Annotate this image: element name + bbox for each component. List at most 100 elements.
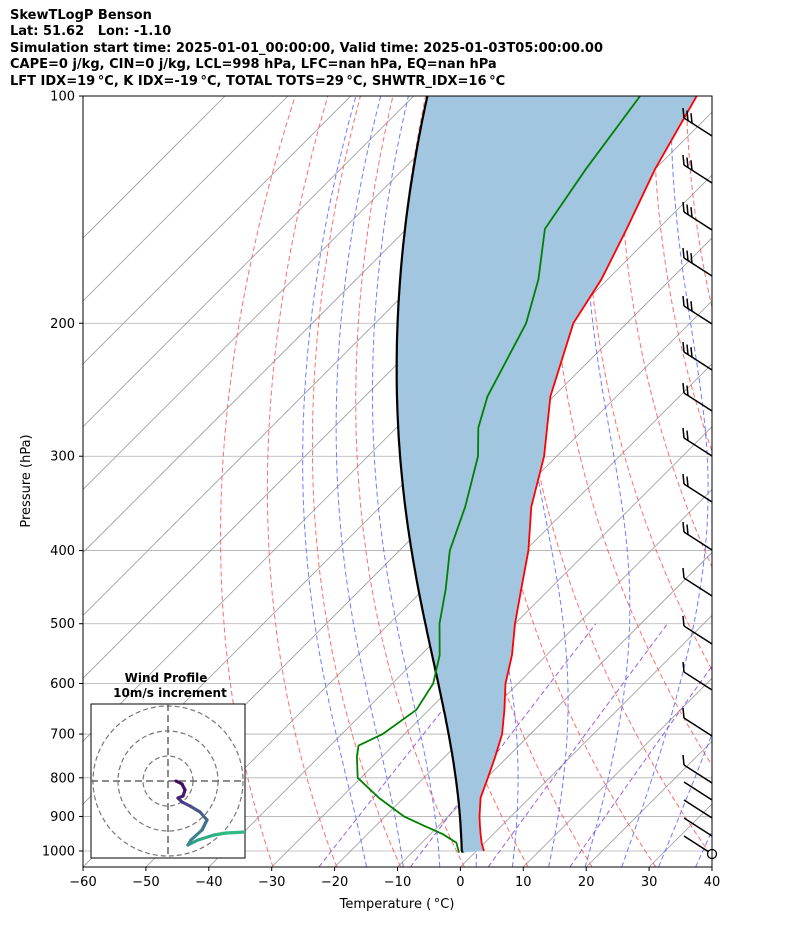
moist-adiabat	[658, 732, 712, 867]
dry-adiabat	[550, 96, 712, 767]
isotherm	[460, 614, 712, 867]
x-tick-label: 20	[578, 875, 595, 890]
temperature-line	[478, 96, 698, 852]
hodograph-segment	[200, 818, 209, 832]
y-tick-label: 300	[50, 450, 75, 465]
dry-adiabat	[266, 96, 338, 867]
wind-barb	[682, 661, 713, 691]
dry-adiabat	[513, 96, 712, 858]
title-block: SkewTLogP Benson Lat: 51.62 Lon: -1.10 S…	[10, 8, 603, 90]
wind-barb	[682, 247, 713, 277]
indices-line-2: LFT IDX=19 °C, K IDX=-19 °C, TOTAL TOTS=…	[10, 73, 506, 89]
wind-barb	[682, 754, 713, 784]
mixing-ratio-line	[569, 665, 712, 867]
indices-line-1: CAPE=0 j/kg, CIN=0 j/kg, LCL=998 hPa, LF…	[10, 57, 497, 73]
isotherm	[271, 426, 712, 867]
dry-adiabat	[311, 96, 402, 867]
wind-barb	[682, 615, 713, 645]
y-tick-label: 800	[50, 771, 75, 786]
wind-barb	[683, 835, 713, 855]
hodograph-inset: Wind Profile 10m/s increment	[90, 671, 246, 859]
location-line: Lat: 51.62 Lon: -1.10	[10, 24, 172, 40]
time-line: Simulation start time: 2025-01-01_00:00:…	[10, 40, 603, 56]
dry-adiabat	[619, 96, 712, 569]
hodograph-segment	[196, 833, 216, 842]
chart-title: SkewTLogP Benson	[10, 8, 152, 23]
moist-adiabat	[335, 96, 404, 867]
wind-barb	[682, 107, 713, 137]
hodograph-segment	[198, 810, 209, 822]
x-tick-label: −40	[195, 875, 222, 890]
wind-barb	[682, 154, 713, 184]
dewpoint-line	[355, 96, 641, 853]
moist-adiabat	[302, 96, 367, 867]
hodograph-trace	[174, 779, 245, 847]
dry-adiabat	[585, 96, 712, 671]
wind-barb	[682, 521, 713, 551]
hodograph-title: Wind Profile	[125, 671, 208, 685]
moist-adiabat	[733, 96, 794, 867]
isotherm	[397, 551, 712, 867]
y-tick-label: 100	[50, 90, 75, 105]
isotherm	[711, 866, 712, 867]
dry-adiabat	[355, 96, 465, 867]
wind-barb	[682, 201, 713, 231]
mixing-ratio-lines	[318, 623, 712, 867]
x-tick-label: 30	[641, 875, 658, 890]
hodograph-segment	[189, 828, 204, 842]
isotherm	[648, 803, 712, 867]
parcel-profile-line	[395, 96, 464, 853]
x-tick-label: 40	[704, 875, 721, 890]
wind-barb	[682, 707, 713, 737]
x-axis-label: Temperature ( °C)	[339, 897, 455, 912]
plot-area	[83, 96, 794, 867]
dry-adiabat	[476, 96, 657, 867]
x-tick-label: −60	[69, 875, 96, 890]
dry-adiabat	[653, 96, 712, 453]
y-tick-label: 200	[50, 317, 75, 332]
wind-barb	[682, 473, 713, 503]
axes: −60 −50 −40 −30 −20 −10 0 10 20 30 40 100 200 300 400 5…	[42, 90, 720, 891]
wind-barb	[682, 341, 713, 371]
x-tick-label: 0	[456, 875, 464, 890]
dry-adiabat	[784, 96, 794, 867]
isotherm	[83, 96, 289, 302]
profiles	[355, 96, 698, 853]
parcel-shading	[396, 96, 697, 853]
isotherm	[83, 96, 477, 491]
y-tick-label: 400	[50, 544, 75, 559]
x-tick-label: −50	[132, 875, 159, 890]
hodograph-segment	[174, 779, 184, 786]
isotherm	[523, 677, 712, 867]
hodograph-segment	[212, 831, 228, 837]
wind-barb	[683, 781, 713, 801]
isotherm	[83, 96, 226, 239]
isotherm	[83, 96, 352, 365]
y-axis-label: Pressure (hPa)	[19, 434, 34, 527]
wind-barb	[682, 382, 713, 412]
wind-barb	[682, 295, 713, 325]
wind-barb	[683, 817, 713, 837]
wind-barbs	[682, 107, 718, 860]
y-tick-label: 900	[50, 810, 75, 825]
y-tick-label: 500	[50, 617, 75, 632]
mixing-ratio-line	[487, 623, 668, 867]
hodograph-segment	[188, 804, 202, 814]
x-tick-label: −20	[321, 875, 348, 890]
hodograph-subtitle: 10m/s increment	[113, 686, 227, 700]
moist-adiabat	[621, 96, 709, 867]
wind-barb	[683, 799, 713, 819]
wind-barb	[682, 567, 713, 597]
x-tick-label: −10	[384, 875, 411, 890]
isotherm	[83, 96, 414, 428]
cin-cape-shading	[396, 96, 697, 853]
dry-adiabat	[719, 96, 794, 867]
hodograph-segment	[224, 830, 245, 835]
y-tick-label: 1000	[42, 845, 75, 860]
y-tick-label: 700	[50, 728, 75, 743]
dry-adiabat	[751, 96, 794, 867]
wind-barb	[682, 427, 713, 457]
moist-adiabat	[695, 829, 712, 867]
moist-adiabat	[584, 96, 631, 867]
